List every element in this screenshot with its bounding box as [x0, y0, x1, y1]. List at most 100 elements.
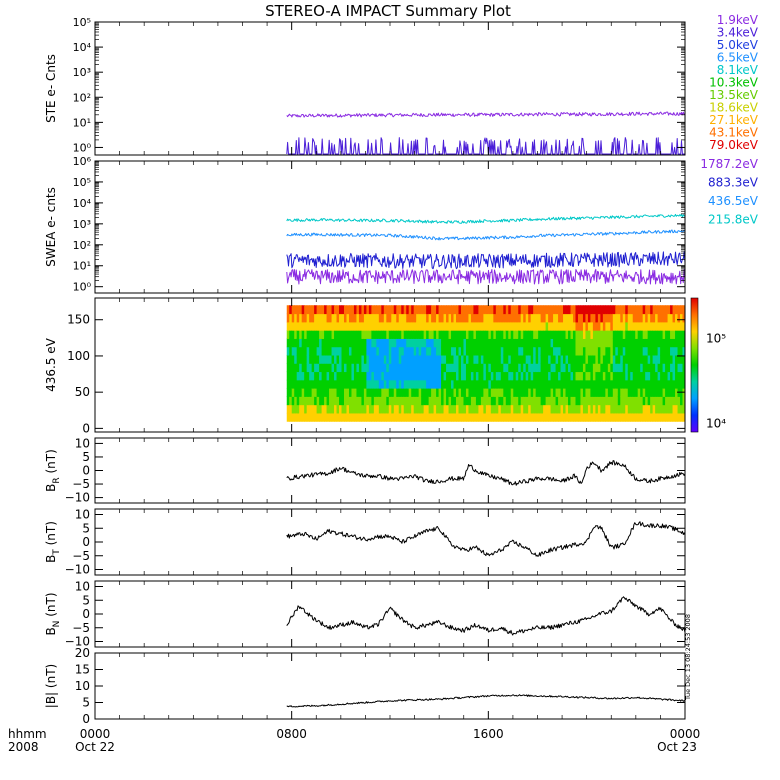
- heatmap-cell: [602, 305, 606, 315]
- heatmap-cell: [294, 354, 298, 364]
- heatmap-cell: [383, 371, 387, 381]
- heatmap-cell: [520, 321, 524, 331]
- heatmap-cell: [339, 313, 343, 323]
- heatmap-cell: [386, 363, 390, 373]
- heatmap-cell: [570, 321, 574, 331]
- heatmap-cell: [391, 404, 395, 414]
- heatmap-cell: [319, 363, 323, 373]
- heatmap-cell: [632, 330, 636, 339]
- heatmap-cell: [585, 354, 589, 364]
- heatmap-cell: [600, 388, 604, 397]
- heatmap-cell: [577, 396, 582, 406]
- heatmap-cell: [314, 346, 318, 356]
- heatmap-cell: [620, 371, 624, 381]
- heatmap-cell: [451, 305, 455, 315]
- heatmap-cell: [436, 354, 440, 364]
- heatmap-cell: [341, 338, 345, 348]
- heatmap-cell: [463, 338, 467, 348]
- heatmap-cell: [490, 412, 494, 422]
- heatmap-cell: [373, 346, 377, 356]
- heatmap-cell: [590, 379, 594, 389]
- heatmap-cell: [473, 379, 477, 389]
- heatmap-cell: [677, 346, 681, 356]
- heatmap-cell: [520, 338, 524, 348]
- heatmap-cell: [677, 404, 681, 414]
- heatmap-cell: [316, 305, 320, 315]
- heatmap-cell: [632, 371, 636, 381]
- heatmap-cell: [493, 321, 497, 331]
- heatmap-cell: [358, 354, 363, 364]
- heatmap-cell: [446, 388, 450, 397]
- heatmap-cell: [421, 354, 425, 364]
- heatmap-cell: [592, 338, 596, 348]
- heatmap-cell: [520, 354, 524, 364]
- heatmap-cell: [677, 305, 681, 315]
- heatmap-cell: [590, 313, 594, 323]
- heatmap-cell: [306, 363, 310, 373]
- heatmap-cell: [592, 363, 596, 373]
- heatmap-cell: [572, 354, 577, 364]
- heatmap-cell: [463, 371, 467, 381]
- heatmap-cell: [553, 354, 557, 364]
- heatmap-cell: [582, 330, 587, 339]
- heatmap-cell: [458, 354, 462, 364]
- heatmap-cell: [553, 412, 557, 422]
- heatmap-cell: [570, 363, 574, 373]
- heatmap-cell: [366, 330, 370, 339]
- heatmap-cell: [548, 412, 552, 422]
- heatmap-cell: [563, 379, 567, 389]
- heatmap-cell: [538, 363, 542, 373]
- heatmap-cell: [572, 338, 577, 348]
- heatmap-cell: [301, 388, 305, 397]
- heatmap-cell: [580, 330, 584, 339]
- heatmap-cell: [289, 313, 293, 323]
- heatmap-cell: [441, 305, 445, 315]
- heatmap-cell: [630, 346, 634, 356]
- heatmap-cell: [396, 396, 400, 406]
- heatmap-cell: [570, 396, 574, 406]
- heatmap-cell: [563, 363, 567, 373]
- time-label-hhmm: hhmm: [8, 727, 47, 741]
- heatmap-cell: [388, 305, 392, 315]
- heatmap-cell: [294, 388, 298, 397]
- heatmap-cell: [577, 321, 582, 331]
- y-axis-label-unit: (nT): [44, 521, 58, 549]
- heatmap-cell: [451, 330, 455, 339]
- heatmap-cell: [607, 371, 611, 381]
- heatmap-cell: [296, 338, 300, 348]
- heatmap-cell: [398, 346, 402, 356]
- heatmap-cell: [652, 330, 656, 339]
- heatmap-cell: [652, 321, 656, 331]
- heatmap-cell: [324, 404, 328, 414]
- heatmap-cell: [620, 313, 624, 323]
- heatmap-cell: [670, 396, 674, 406]
- heatmap-cell: [336, 363, 340, 373]
- heatmap-cell: [336, 388, 340, 397]
- heatmap-cell: [585, 396, 589, 406]
- heatmap-cell: [443, 363, 447, 373]
- heatmap-cell: [324, 412, 328, 422]
- heatmap-cell: [334, 396, 338, 406]
- heatmap-cell: [612, 321, 616, 331]
- heatmap-cell: [495, 371, 499, 381]
- heatmap-cell: [468, 404, 472, 414]
- heatmap-cell: [617, 379, 621, 389]
- heatmap-cell: [411, 404, 415, 414]
- heatmap-cell: [665, 313, 669, 323]
- heatmap-cell: [398, 371, 402, 381]
- heatmap-cell: [376, 396, 380, 406]
- heatmap-cell: [363, 305, 367, 315]
- heatmap-cell: [650, 338, 654, 348]
- heatmap-cell: [299, 404, 303, 414]
- heatmap-cell: [670, 404, 674, 414]
- heatmap-cell: [431, 388, 435, 397]
- heatmap-cell: [545, 371, 549, 381]
- heatmap-cell: [398, 321, 402, 331]
- heatmap-cell: [363, 338, 367, 348]
- heatmap-cell: [456, 412, 460, 422]
- heatmap-cell: [363, 313, 367, 323]
- heatmap-cell: [565, 388, 569, 397]
- heatmap-cell: [329, 305, 333, 315]
- legend-entry: 1787.2eV: [700, 157, 758, 171]
- heatmap-cell: [597, 305, 601, 315]
